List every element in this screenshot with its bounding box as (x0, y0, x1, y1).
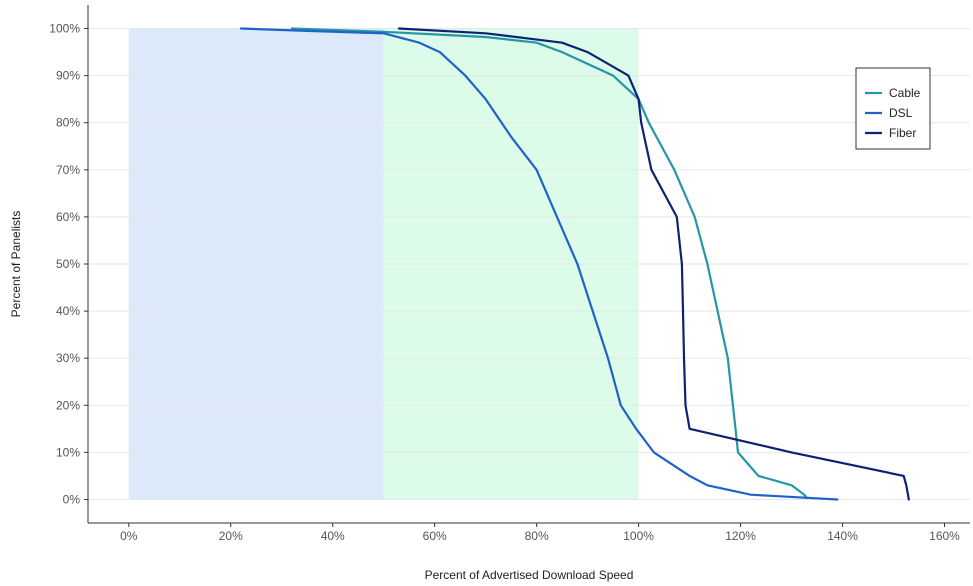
series-line-cable (290, 27, 808, 500)
x-tick-label: 40% (321, 529, 345, 543)
x-tick-label: 140% (827, 529, 858, 543)
y-tick-label: 0% (63, 492, 81, 506)
x-tick-label: 160% (929, 529, 960, 543)
legend-label-fiber: Fiber (889, 126, 916, 140)
legend-label-cable: Cable (889, 86, 921, 100)
x-tick-label: 100% (623, 529, 654, 543)
x-tick-label: 120% (725, 529, 756, 543)
legend-box (855, 67, 931, 150)
legend-label-dsl: DSL (889, 106, 913, 120)
y-tick-label: 80% (56, 116, 80, 130)
x-axis-title: Percent of Advertised Download Speed (425, 568, 634, 582)
legend: Cable DSL Fiber (855, 67, 931, 150)
series-lines (239, 27, 910, 501)
y-tick-label: 30% (56, 351, 80, 365)
axis-ticks: 0% 10% 20% 30% 40% 50% 60% 70% 80% 90% 100% 0% 20% 40… (49, 22, 960, 543)
y-axis-title: Percent of Panelists (9, 211, 23, 318)
y-tick-label: 20% (56, 398, 80, 412)
series-line-fiber (397, 27, 910, 501)
series-line-dsl (239, 27, 839, 501)
y-tick-label: 10% (56, 445, 80, 459)
y-tick-label: 40% (56, 304, 80, 318)
y-tick-label: 50% (56, 257, 80, 271)
x-tick-label: 80% (525, 529, 549, 543)
y-tick-label: 60% (56, 210, 80, 224)
y-tick-label: 100% (49, 22, 80, 36)
y-tick-label: 70% (56, 163, 80, 177)
x-tick-label: 20% (219, 529, 243, 543)
x-tick-label: 0% (120, 529, 138, 543)
x-tick-label: 60% (423, 529, 447, 543)
y-tick-label: 90% (56, 69, 80, 83)
horizontal-gridlines (88, 28, 970, 500)
